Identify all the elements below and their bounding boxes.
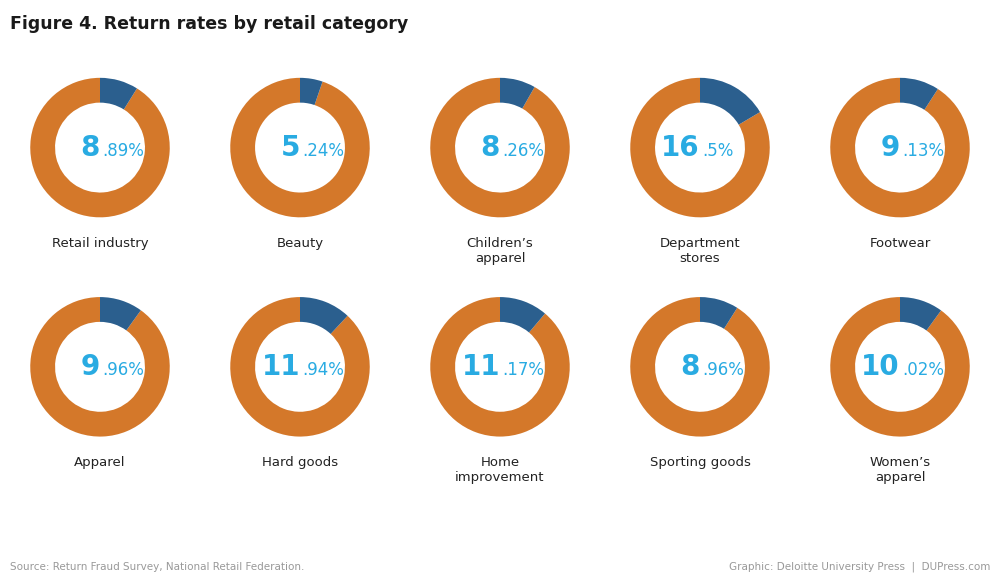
Text: Beauty: Beauty	[276, 237, 324, 250]
Wedge shape	[700, 78, 760, 125]
Text: Women’s
apparel: Women’s apparel	[869, 456, 931, 484]
Text: .13%: .13%	[902, 142, 944, 159]
Text: .96%: .96%	[102, 361, 144, 379]
Wedge shape	[100, 297, 141, 331]
Wedge shape	[30, 297, 170, 437]
Text: Source: Return Fraud Survey, National Retail Federation.: Source: Return Fraud Survey, National Re…	[10, 562, 304, 572]
Text: .96%: .96%	[702, 361, 744, 379]
Wedge shape	[430, 297, 570, 437]
Text: Children’s
apparel: Children’s apparel	[467, 237, 533, 265]
Wedge shape	[300, 78, 323, 105]
Wedge shape	[900, 78, 938, 110]
Text: Graphic: Deloitte University Press  |  DUPress.com: Graphic: Deloitte University Press | DUP…	[729, 562, 990, 572]
Text: 9: 9	[881, 134, 900, 162]
Text: 16: 16	[661, 134, 700, 162]
Text: Retail industry: Retail industry	[52, 237, 148, 250]
Text: .5%: .5%	[702, 142, 734, 159]
Text: 8: 8	[681, 353, 700, 381]
Wedge shape	[900, 297, 941, 331]
Text: 11: 11	[462, 353, 500, 381]
Wedge shape	[630, 78, 770, 217]
Text: 5: 5	[280, 134, 300, 162]
Text: Sporting goods: Sporting goods	[650, 456, 750, 469]
Text: 9: 9	[81, 353, 100, 381]
Wedge shape	[830, 78, 970, 217]
Wedge shape	[700, 297, 737, 329]
Text: .17%: .17%	[502, 361, 544, 379]
Text: .26%: .26%	[502, 142, 544, 159]
Wedge shape	[630, 297, 770, 437]
Text: Footwear: Footwear	[869, 237, 931, 250]
Text: .02%: .02%	[902, 361, 944, 379]
Text: 11: 11	[262, 353, 300, 381]
Text: 8: 8	[481, 134, 500, 162]
Wedge shape	[300, 297, 348, 334]
Wedge shape	[430, 78, 570, 217]
Text: Apparel: Apparel	[74, 456, 126, 469]
Text: 10: 10	[861, 353, 900, 381]
Text: 8: 8	[81, 134, 100, 162]
Text: .89%: .89%	[102, 142, 144, 159]
Wedge shape	[230, 297, 370, 437]
Wedge shape	[100, 78, 137, 109]
Wedge shape	[830, 297, 970, 437]
Text: Hard goods: Hard goods	[262, 456, 338, 469]
Text: Home
improvement: Home improvement	[455, 456, 545, 484]
Text: .94%: .94%	[302, 361, 344, 379]
Wedge shape	[500, 297, 545, 332]
Text: Figure 4. Return rates by retail category: Figure 4. Return rates by retail categor…	[10, 15, 408, 33]
Text: Department
stores: Department stores	[660, 237, 740, 265]
Text: .24%: .24%	[302, 142, 344, 159]
Wedge shape	[230, 78, 370, 217]
Wedge shape	[30, 78, 170, 217]
Wedge shape	[500, 78, 535, 109]
